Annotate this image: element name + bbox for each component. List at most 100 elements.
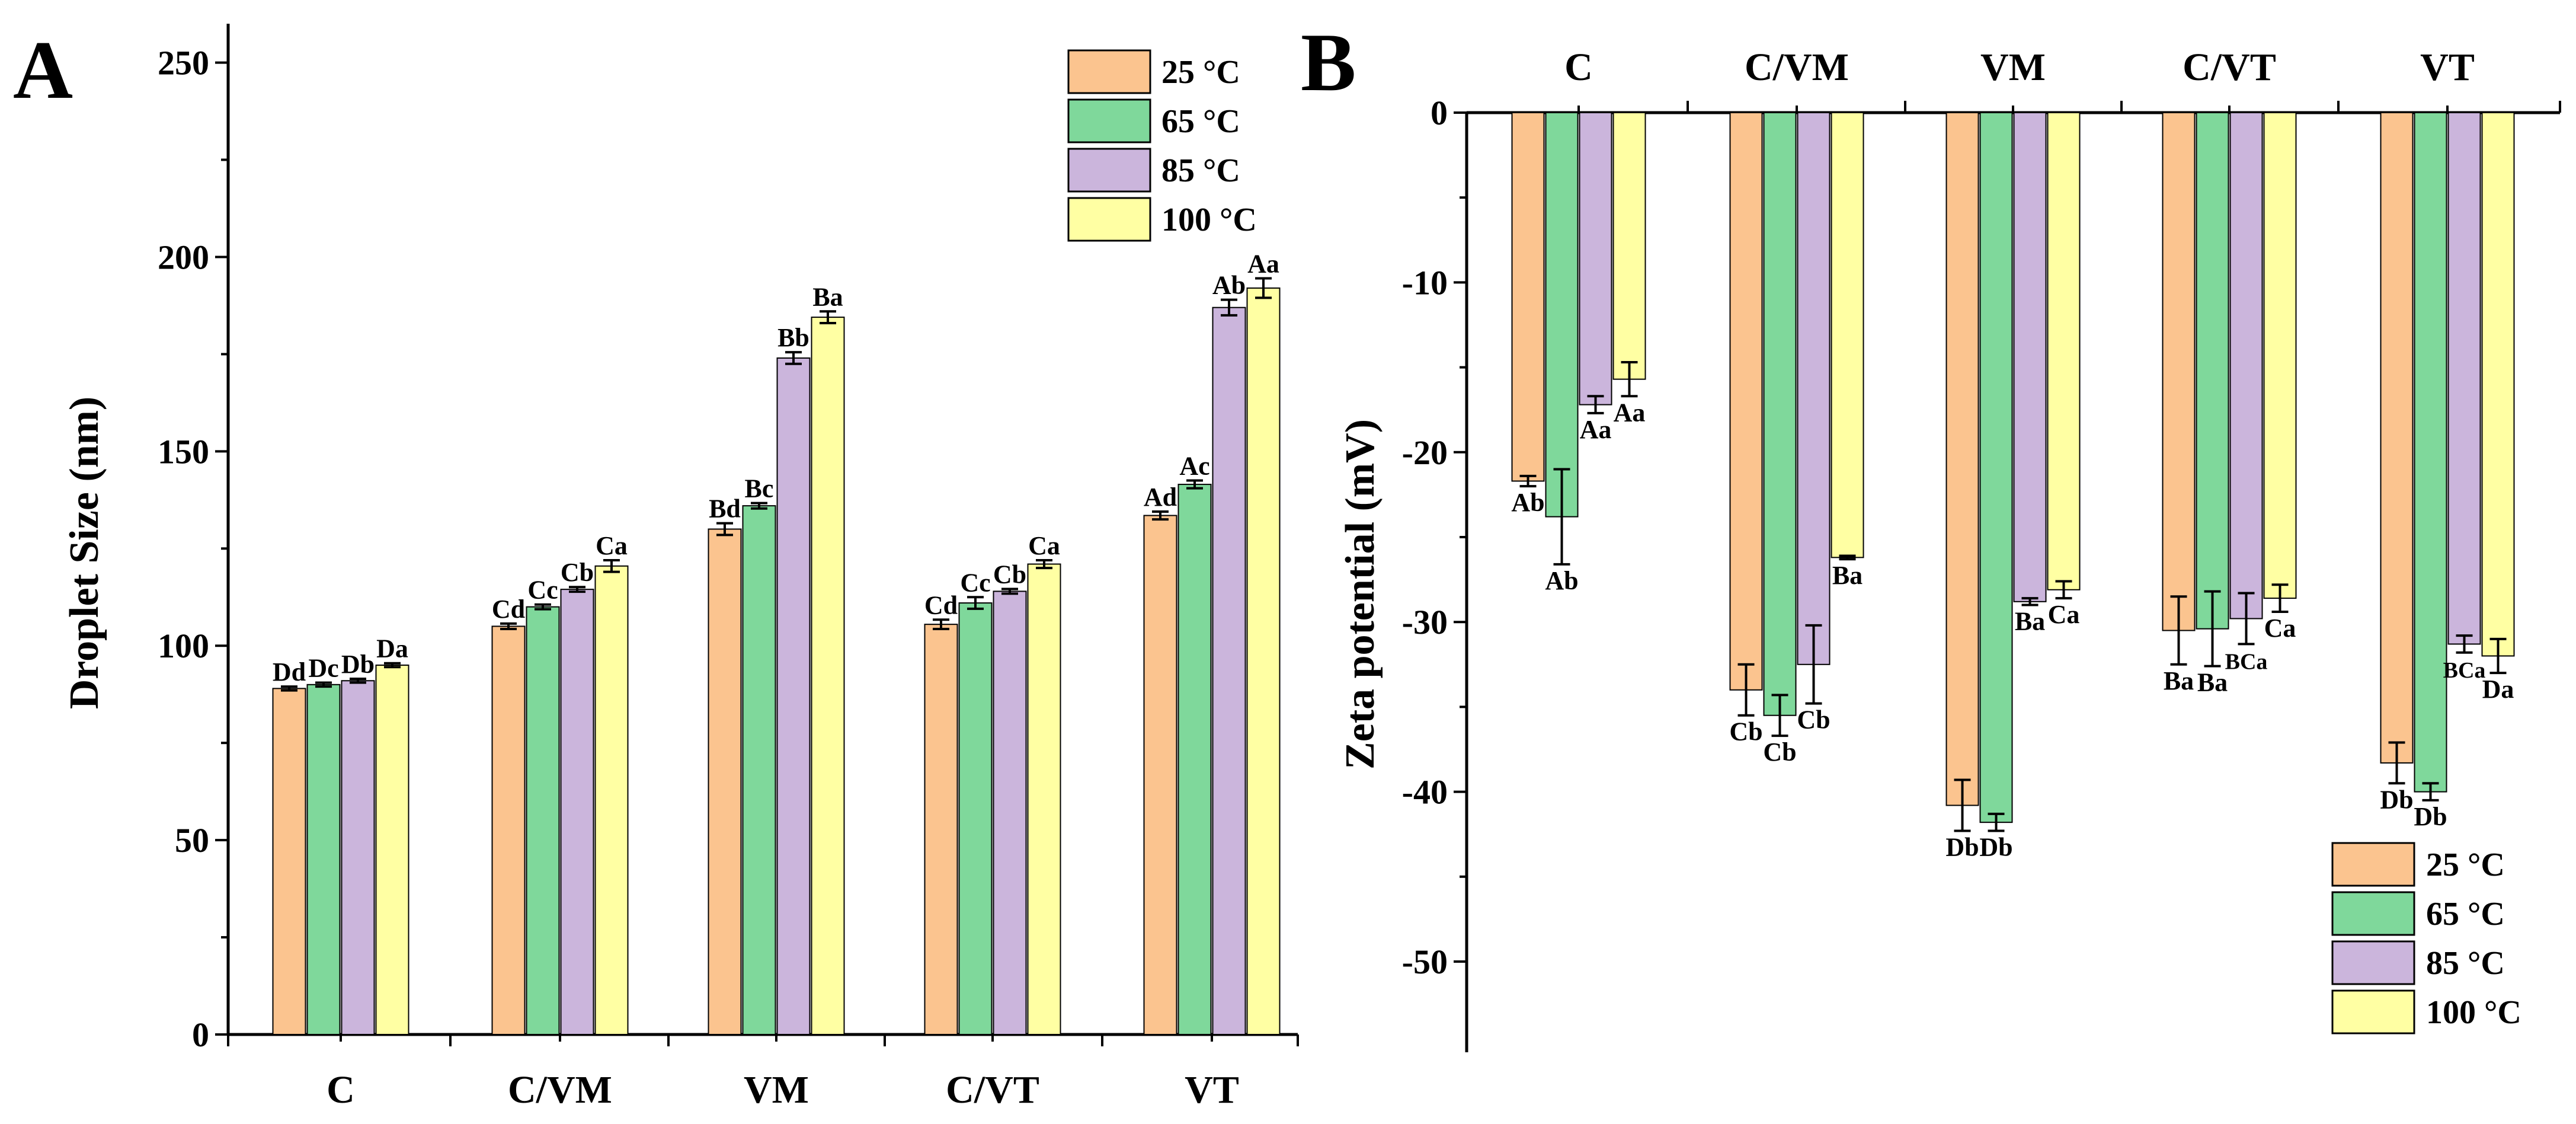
- legend-label-25-c: 25 °C: [1161, 54, 1240, 91]
- bar-c-vm-65-c: [1763, 112, 1797, 716]
- data-label: Aa: [1247, 250, 1279, 279]
- bar-c-vm-100-c: [594, 565, 629, 1035]
- legend-swatch-65-c: [2331, 891, 2415, 936]
- legend-swatch-25-c: [2331, 842, 2415, 887]
- data-label: Ba: [2197, 668, 2228, 697]
- bar-vm-100-c: [811, 317, 845, 1036]
- y-tick-label: 0: [1431, 94, 1448, 132]
- bar-vt-85-c: [2447, 112, 2481, 645]
- bar-c-100-c: [375, 665, 409, 1036]
- bar-vm-100-c: [2047, 112, 2081, 590]
- error-bar: [1737, 663, 1755, 717]
- y-tick-label: -50: [1402, 943, 1448, 981]
- bar-c-vm-100-c: [1831, 112, 1864, 558]
- error-bar: [500, 622, 517, 631]
- legend-label-100-c: 100 °C: [2426, 994, 2521, 1031]
- legend-label-100-c: 100 °C: [1161, 202, 1257, 238]
- bar-vt-25-c: [2380, 112, 2414, 764]
- bar-vm-25-c: [708, 528, 742, 1035]
- legend-b: 25 °C 65 °C 85 °C 100 °C: [2331, 842, 2521, 1034]
- bar-c-100-c: [1612, 112, 1646, 380]
- error-bar: [1954, 778, 1971, 832]
- y-tick-label: 150: [158, 432, 209, 471]
- data-label: Cc: [527, 576, 558, 605]
- legend-swatch-100-c: [1067, 197, 1151, 242]
- bar-vt-65-c: [1177, 484, 1212, 1035]
- error-bar: [820, 310, 836, 324]
- error-bar: [1587, 395, 1604, 414]
- error-bar: [1553, 468, 1570, 566]
- error-bar: [1988, 812, 2005, 832]
- data-label: Bb: [777, 323, 809, 352]
- bar-c-vm-65-c: [526, 606, 560, 1035]
- error-bar: [751, 502, 767, 510]
- bar-c-vt-85-c: [993, 590, 1027, 1035]
- data-label: Bc: [745, 474, 774, 503]
- y-axis-title: Zeta potential (mV): [1337, 419, 1383, 769]
- x-tick-label-vt: VT: [1185, 1068, 1239, 1112]
- data-label: Cb: [993, 560, 1026, 589]
- data-label: Db: [1979, 832, 2012, 861]
- bar-c-vm-25-c: [491, 625, 526, 1035]
- error-bar: [2170, 595, 2187, 666]
- legend-swatch-85-c: [1067, 148, 1151, 193]
- data-label: Cb: [1729, 717, 1762, 746]
- error-bar: [967, 596, 984, 610]
- error-bar: [1152, 510, 1169, 521]
- x-tick-label-c: C: [1564, 46, 1593, 89]
- y-tick-label: 250: [158, 44, 209, 82]
- data-label: BCa: [2225, 649, 2268, 674]
- data-label: Db: [2380, 785, 2413, 814]
- bar-c-vt-100-c: [2263, 112, 2297, 599]
- data-label: Ca: [2048, 600, 2080, 629]
- data-label: Ab: [1545, 566, 1578, 595]
- data-label: Ab: [1212, 271, 1246, 300]
- error-bar: [1771, 694, 1788, 737]
- error-bar: [1221, 298, 1237, 317]
- data-label: Ab: [1511, 488, 1544, 517]
- data-label: Cd: [492, 595, 525, 624]
- chart-a-droplet-size: 0 50 100 150 200 250 C C/VM VM C/VT VT Droplet Size…: [62, 24, 1299, 1112]
- bar-vm-85-c: [2013, 112, 2047, 602]
- error-bar: [1839, 554, 1856, 561]
- legend-label-85-c: 85 °C: [2426, 945, 2505, 982]
- bar-c-vt-65-c: [2196, 112, 2229, 630]
- y-tick-label: 50: [175, 821, 209, 860]
- data-label: Aa: [1614, 398, 1646, 427]
- bar-c-vm-25-c: [1729, 112, 1763, 691]
- legend-swatch-65-c: [1067, 98, 1151, 143]
- legend-swatch-25-c: [1067, 49, 1151, 94]
- x-tick-label-c-vm: C/VM: [1745, 46, 1849, 89]
- bar-c-vt-85-c: [2229, 112, 2263, 620]
- legend-label-65-c: 65 °C: [1161, 103, 1240, 140]
- bar-c-25-c: [272, 688, 306, 1035]
- x-tick-label-c-vt: C/VT: [946, 1068, 1039, 1112]
- data-label: Ba: [2015, 607, 2045, 636]
- bar-c-vt-25-c: [924, 624, 958, 1035]
- data-label: Aa: [1580, 415, 1612, 444]
- data-label: BCa: [2443, 658, 2486, 683]
- error-bar: [2238, 592, 2255, 646]
- error-bar: [933, 618, 949, 631]
- data-label: Dd: [273, 657, 306, 686]
- error-bar: [603, 558, 620, 573]
- legend-label-25-c: 25 °C: [2426, 847, 2505, 883]
- legend-swatch-85-c: [2331, 940, 2415, 985]
- error-bar: [350, 677, 366, 684]
- error-bar: [1036, 558, 1052, 570]
- error-bar: [384, 662, 401, 669]
- bar-c-65-c: [1545, 112, 1579, 518]
- x-tick-label-vm: VM: [1980, 46, 2046, 89]
- chart-b-zeta-potential: 0 -10 -20 -30 -40 -50 C C/VM VM C/VT VT Zeta potent…: [1337, 46, 2561, 1052]
- error-bar: [2204, 590, 2221, 668]
- bar-vm-85-c: [776, 357, 811, 1035]
- bar-c-vm-85-c: [560, 589, 594, 1035]
- bar-vt-65-c: [2414, 112, 2447, 793]
- error-bar: [2456, 634, 2473, 654]
- data-label: Ca: [2264, 614, 2296, 643]
- bar-vt-85-c: [1212, 306, 1246, 1035]
- y-tick-label: 0: [192, 1016, 209, 1054]
- y-tick-label: -40: [1402, 773, 1448, 812]
- panel-label-a: A: [13, 24, 73, 116]
- data-label: Cb: [561, 558, 594, 587]
